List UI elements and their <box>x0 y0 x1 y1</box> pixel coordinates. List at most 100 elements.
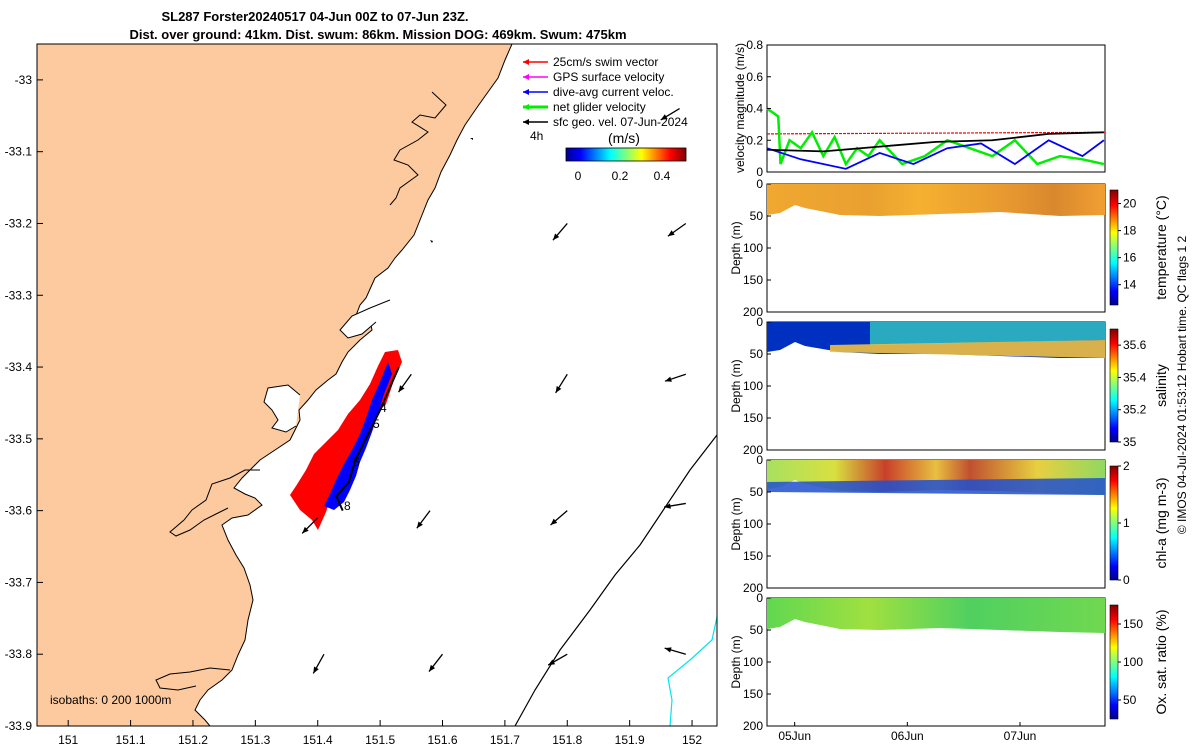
speed-colorbar <box>565 147 687 162</box>
depth-tick-label: 150 <box>743 273 763 287</box>
depth-tick-label: 50 <box>750 209 764 223</box>
day-marker-4: 4 <box>380 401 387 415</box>
colorbar-tick-2: 0.4 <box>654 169 671 183</box>
title-line2: Dist. over ground: 41km. Dist. swum: 86k… <box>129 27 626 42</box>
day-marker-8: 8 <box>344 499 351 513</box>
velocity-ylabel: velocity magnitude (m/s) <box>733 43 747 173</box>
colorbar-tick-label: 16 <box>1123 251 1137 265</box>
velocity-y-tick-label: 0.6 <box>746 70 763 84</box>
track-current-vectors <box>324 362 392 510</box>
current-vector-head <box>664 503 671 509</box>
depth-ylabel: Depth (m) <box>729 635 743 688</box>
legend-arrowhead <box>523 119 529 125</box>
colorbar-label: salinity <box>1153 364 1169 407</box>
colorbar-tick-label: 50 <box>1123 693 1137 707</box>
map-x-tick-label: 151.1 <box>116 733 146 747</box>
map-x-tick-label: 151.6 <box>427 733 457 747</box>
colorbar-tick-label: 35.6 <box>1123 338 1147 352</box>
map-y-tick-label: -33.2 <box>5 216 33 230</box>
salinity-colorbar <box>1109 328 1119 443</box>
current-vector-head <box>664 647 672 653</box>
track-swim-vectors <box>290 350 402 530</box>
map-x-tick-label: 151.4 <box>303 733 333 747</box>
day-marker-6: 6 <box>353 455 360 469</box>
map-x-tick-label: 151.8 <box>552 733 582 747</box>
oxygen-field <box>767 598 1105 633</box>
legend-arrowhead <box>523 89 529 95</box>
chlorophyll-colorbar <box>1109 465 1119 581</box>
depth-tick-label: 200 <box>743 443 763 457</box>
depth-tick-label: 0 <box>756 315 763 329</box>
velocity-series-line <box>766 139 1105 170</box>
current-vector-head <box>552 233 560 241</box>
depth-tick-label: 0 <box>756 453 763 467</box>
current-vector-head <box>550 518 558 525</box>
velocity-y-tick-label: 0.2 <box>746 133 763 147</box>
velocity-series-line <box>766 107 1105 167</box>
map-y-tick-label: -33.4 <box>5 360 33 374</box>
chlorophyll-panel <box>766 459 1119 589</box>
legend-label: 25cm/s swim vector <box>553 55 658 69</box>
map-x-ticks: 151 151.1 151.2 151.3 151.4 151.5 151.6 151.7 15… <box>58 720 702 747</box>
colorbar-tick-0: 0 <box>575 169 582 183</box>
map-y-tick-label: -33.6 <box>5 504 33 518</box>
isobaths-label: isobaths: 0 200 1000m <box>50 693 171 707</box>
current-vector-head <box>302 526 309 534</box>
current-vector-head <box>555 385 562 393</box>
map-y-tick-label: -33.5 <box>5 432 33 446</box>
depth-tick-label: 0 <box>756 177 763 191</box>
land <box>37 44 513 726</box>
map-y-tick-label: -33.8 <box>5 647 33 661</box>
map-y-tick-label: -33.9 <box>5 719 33 733</box>
current-vector-head <box>398 385 405 393</box>
current-vector-head <box>664 376 672 382</box>
colorbar-tick-label: 0 <box>1123 573 1130 587</box>
depth-ylabel: Depth (m) <box>729 359 743 412</box>
depth-tick-label: 50 <box>750 347 764 361</box>
velocity-y-tick-label: 0.4 <box>746 102 763 116</box>
colorbar-tick-label: 35.4 <box>1123 370 1147 384</box>
depth-tick-label: 50 <box>750 623 764 637</box>
time-x-ticks: 05Jun 06Jun 07Jun <box>778 722 1036 743</box>
depth-tick-label: 100 <box>743 379 763 393</box>
map-x-tick-label: 151.7 <box>490 733 520 747</box>
colorbar-label: Ox. sat. ratio (%) <box>1153 609 1169 714</box>
depth-tick-label: 100 <box>743 241 763 255</box>
velocity-panel: 0 0.2 0.4 0.6 0.8 velocity magnitude (m/s) <box>733 38 1106 179</box>
map-x-tick-label: 151.9 <box>615 733 645 747</box>
depth-ylabel: Depth (m) <box>729 497 743 550</box>
colorbar-tick-label: 35.2 <box>1123 403 1147 417</box>
salinity-panel <box>766 321 1119 451</box>
title-line1: SL287 Forster20240517 04-Jun 00Z to 07-J… <box>161 9 468 24</box>
depth-tick-label: 200 <box>743 305 763 319</box>
depth-tick-label: 100 <box>743 655 763 669</box>
colorbar-tick-label: 150 <box>1123 617 1143 631</box>
legend-label: GPS surface velocity <box>553 70 664 84</box>
current-vector-head <box>416 521 423 529</box>
temperature-panel <box>766 183 1119 313</box>
depth-tick-label: 100 <box>743 517 763 531</box>
map-x-tick-label: 151.3 <box>240 733 270 747</box>
velocity-series-line <box>766 131 1106 135</box>
depth-tick-label: 0 <box>756 591 763 605</box>
depth-ylabel: Depth (m) <box>729 221 743 274</box>
colorbar-label: chl-a (mg m-3) <box>1153 477 1169 568</box>
legend-label: sfc geo. vel. 07-Jun-2024 <box>553 115 688 129</box>
current-vector-head <box>313 666 319 674</box>
credit: © IMOS 04-Jul-2024 01:53:12 Hobart time.… <box>1175 236 1189 535</box>
map-x-tick-label: 151 <box>58 733 78 747</box>
colorbar-tick-label: 18 <box>1123 224 1137 238</box>
time-tick-label: 07Jun <box>1004 729 1037 743</box>
colorbar-label: temperature (°C) <box>1153 195 1169 299</box>
colorbar-title: (m/s) <box>608 130 640 146</box>
velocity-y-tick-label: 0 <box>756 165 763 179</box>
legend-label: dive-avg current veloc. <box>553 85 674 99</box>
map-x-tick-label: 151.5 <box>365 733 395 747</box>
map-y-tick-label: -33 <box>15 73 33 87</box>
legend-arrowhead <box>523 104 529 110</box>
velocity-series-line <box>766 131 1104 153</box>
legend-arrowhead <box>523 59 529 65</box>
map-y-tick-label: -33.1 <box>5 145 33 159</box>
